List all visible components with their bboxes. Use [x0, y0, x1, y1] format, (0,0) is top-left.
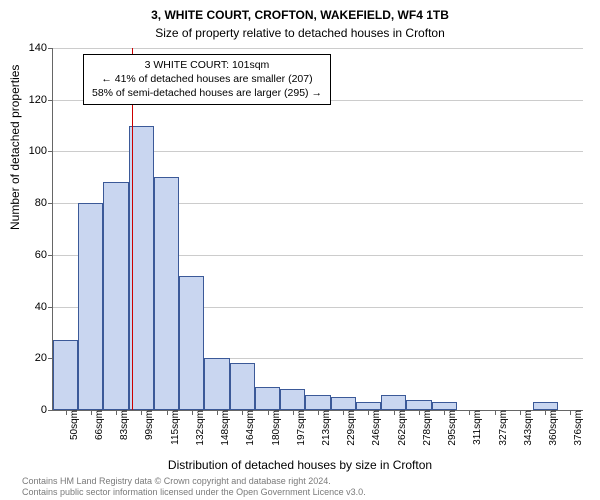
- chart-container: 3, WHITE COURT, CROFTON, WAKEFIELD, WF4 …: [0, 0, 600, 500]
- xtick-label: 262sqm: [394, 410, 408, 446]
- annotation-line-3: 58% of semi-detached houses are larger (…: [92, 86, 322, 100]
- annotation-callout: 3 WHITE COURT: 101sqm ← 41% of detached …: [83, 54, 331, 105]
- xtick-label: 180sqm: [268, 410, 282, 446]
- bar: [204, 358, 229, 410]
- xtick-label: 278sqm: [419, 410, 433, 446]
- ytick-label: 0: [17, 404, 53, 416]
- ytick-label: 140: [17, 42, 53, 54]
- bar: [533, 402, 558, 410]
- bar: [280, 389, 305, 410]
- ytick-label: 120: [17, 94, 53, 106]
- xtick-label: 83sqm: [116, 410, 130, 440]
- xtick-label: 132sqm: [192, 410, 206, 446]
- bar: [406, 400, 431, 410]
- ytick-label: 20: [17, 352, 53, 364]
- ytick-label: 40: [17, 301, 53, 313]
- bar: [331, 397, 356, 410]
- bar: [381, 395, 406, 411]
- footer-attribution: Contains HM Land Registry data © Crown c…: [22, 476, 366, 499]
- chart-subtitle: Size of property relative to detached ho…: [0, 24, 600, 40]
- xtick-label: 99sqm: [141, 410, 155, 440]
- xtick-label: 311sqm: [469, 410, 483, 445]
- xtick-label: 360sqm: [545, 410, 559, 446]
- bar: [154, 177, 179, 410]
- bar: [179, 276, 204, 410]
- plot-area: 02040608010012014050sqm66sqm83sqm99sqm11…: [52, 48, 583, 411]
- x-axis-label: Distribution of detached houses by size …: [0, 458, 600, 472]
- bar: [356, 402, 381, 410]
- bar: [53, 340, 78, 410]
- bar: [78, 203, 103, 410]
- xtick-label: 50sqm: [66, 410, 80, 440]
- annotation-line-2: ← 41% of detached houses are smaller (20…: [92, 72, 322, 86]
- footer-line-2: Contains public sector information licen…: [22, 487, 366, 498]
- xtick-label: 66sqm: [91, 410, 105, 440]
- ytick-label: 80: [17, 197, 53, 209]
- xtick-label: 246sqm: [368, 410, 382, 446]
- xtick-label: 229sqm: [343, 410, 357, 446]
- xtick-label: 295sqm: [444, 410, 458, 446]
- bar: [230, 363, 255, 410]
- xtick-label: 343sqm: [520, 410, 534, 446]
- bar: [103, 182, 128, 410]
- bar: [255, 387, 280, 410]
- xtick-label: 197sqm: [293, 410, 307, 446]
- footer-line-1: Contains HM Land Registry data © Crown c…: [22, 476, 366, 487]
- ytick-label: 60: [17, 249, 53, 261]
- xtick-label: 148sqm: [217, 410, 231, 446]
- bar: [432, 402, 457, 410]
- xtick-label: 164sqm: [242, 410, 256, 446]
- ytick-label: 100: [17, 145, 53, 157]
- xtick-label: 115sqm: [167, 410, 181, 445]
- xtick-label: 327sqm: [495, 410, 509, 446]
- annotation-line-1: 3 WHITE COURT: 101sqm: [92, 58, 322, 72]
- bar: [305, 395, 330, 411]
- chart-title: 3, WHITE COURT, CROFTON, WAKEFIELD, WF4 …: [0, 0, 600, 24]
- xtick-label: 376sqm: [570, 410, 584, 446]
- xtick-label: 213sqm: [318, 410, 332, 446]
